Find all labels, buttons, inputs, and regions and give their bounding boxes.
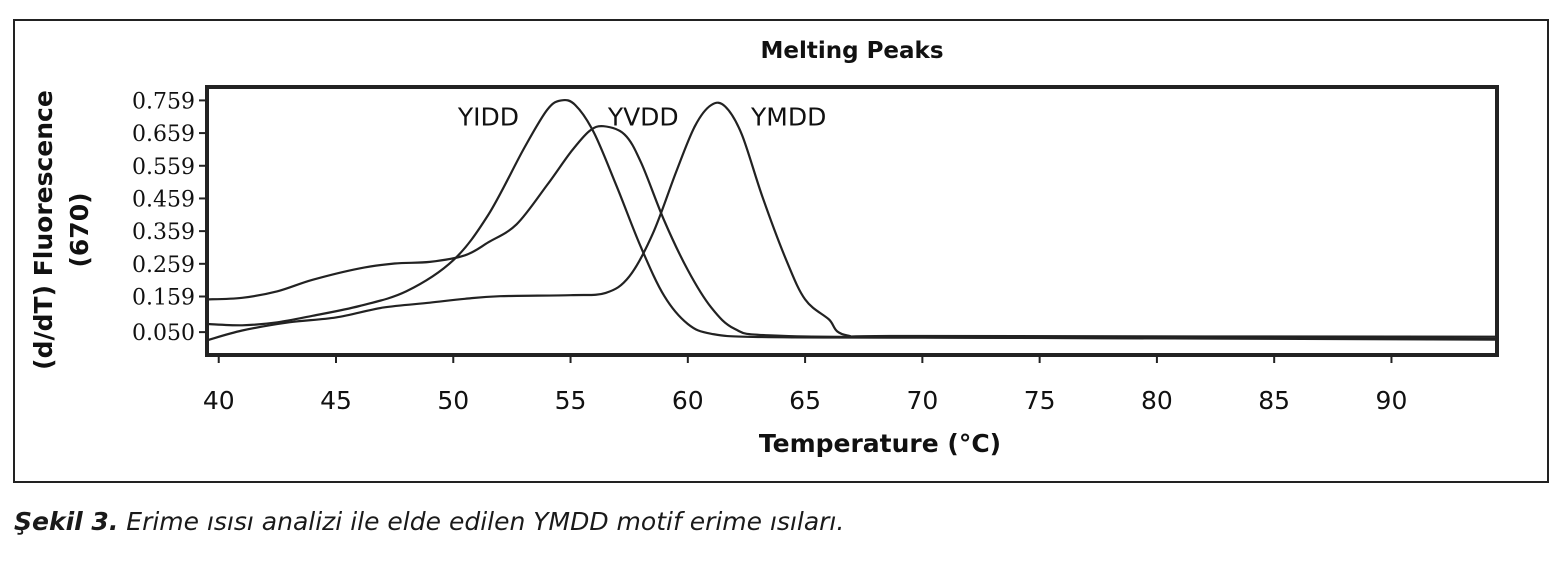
series-line-ymdd (205, 101, 1499, 342)
y-tick-label: 0.459 (132, 187, 195, 212)
series-line-yvdd (205, 124, 1499, 341)
x-tick-label: 40 (203, 386, 235, 415)
x-tick-label: 45 (320, 386, 352, 415)
y-axis-title-line2: (670) (65, 192, 94, 267)
y-axis-title: (d/dT) Fluorescence (670) (29, 90, 94, 370)
x-tick-label: 65 (789, 386, 821, 415)
figure-caption: Şekil 3. Erime ısısı analizi ile elde ed… (14, 507, 844, 536)
x-tick-label: 85 (1258, 386, 1290, 415)
x-tick-label: 80 (1141, 386, 1173, 415)
y-tick-label: 0.659 (132, 122, 195, 147)
x-tick-label: 55 (555, 386, 587, 415)
y-tick-label: 0.359 (132, 220, 195, 245)
series-label-ymdd: YMDD (750, 102, 826, 131)
y-tick-label: 0.159 (132, 285, 195, 310)
series-line-yidd (205, 98, 1499, 340)
chart-title: Melting Peaks (760, 38, 943, 64)
y-tick-label: 0.050 (132, 321, 195, 346)
x-tick-label: 70 (906, 386, 938, 415)
caption-text: Erime ısısı analizi ile elde edilen YMDD… (118, 507, 845, 536)
series-annotations: YIDD YVDD YMDD (457, 102, 826, 131)
y-tick-label: 0.759 (132, 89, 195, 114)
series-label-yidd: YIDD (457, 102, 519, 131)
plot-area (205, 85, 1499, 357)
figure-frame (13, 19, 1549, 483)
series-curves (205, 98, 1499, 342)
series-label-yvdd: YVDD (607, 102, 679, 131)
melting-peaks-figure: Melting Peaks 0.0500.1590.2590.3590.4590… (13, 19, 1549, 483)
x-axis-title: Temperature (°C) (759, 429, 1001, 458)
y-tick-label: 0.259 (132, 253, 195, 278)
y-axis-title-line1: (d/dT) Fluorescence (29, 90, 58, 370)
y-axis-ticks: 0.050 0.159 0.259 0.359 0.459 0.559 0.659 0.759 (132, 89, 207, 346)
x-tick-label: 90 (1376, 386, 1408, 415)
x-tick-label: 50 (437, 386, 469, 415)
caption-label: Şekil 3. (14, 507, 119, 536)
x-tick-label: 60 (672, 386, 704, 415)
x-tick-label: 75 (1024, 386, 1056, 415)
x-axis-ticks: 40 45 50 55 60 65 70 75 80 85 90 (203, 355, 1408, 415)
y-tick-label: 0.559 (132, 155, 195, 180)
